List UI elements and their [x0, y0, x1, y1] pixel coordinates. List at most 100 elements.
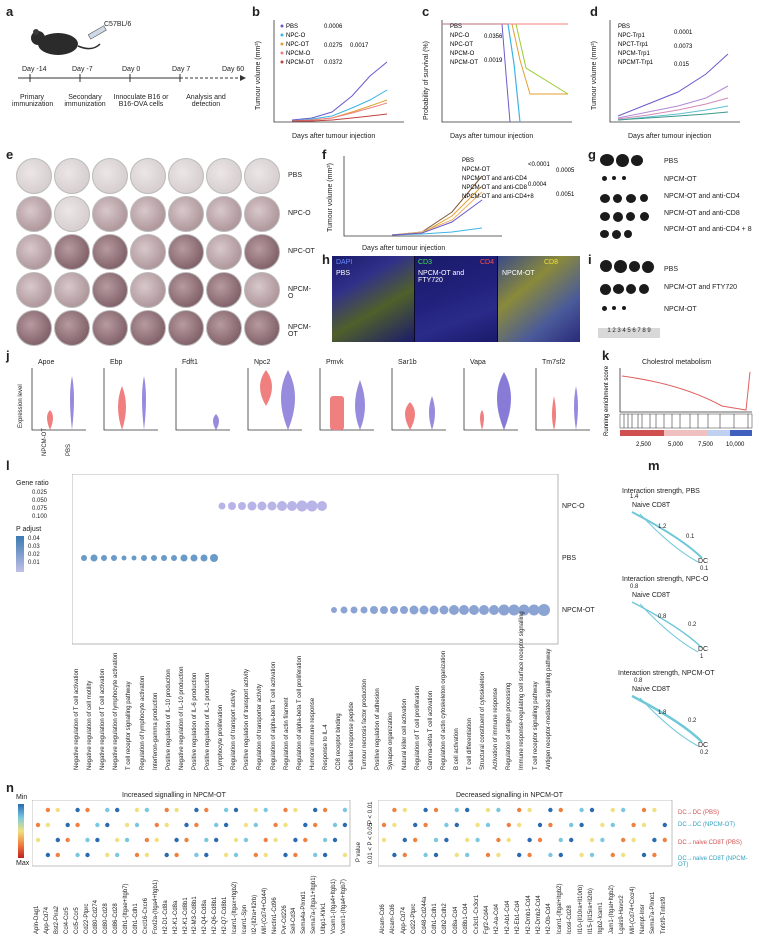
communication-dot: [517, 852, 522, 858]
axis-term-label: Fgf2-Cd44: [484, 905, 490, 934]
day-label: Day 60: [222, 66, 244, 73]
axis-term-label: T cell receptor signalling pathway: [532, 681, 539, 770]
axis-term-label: T cell differentiation: [467, 718, 473, 770]
communication-dot: [381, 837, 387, 843]
network-title: Interaction strength, NPC-O: [622, 576, 709, 583]
communication-dot: [214, 822, 219, 828]
communication-dot: [204, 807, 209, 813]
axis-term-label: Alcam-Cd6: [390, 904, 397, 934]
axis-term-label: Cd48-Cd244a: [421, 896, 428, 934]
p-value: 0.0017: [350, 43, 369, 49]
axis-term-label: Il2-(Il2ra+Il2rb): [251, 894, 258, 934]
row-label: NPCM-OT and FTY720: [664, 284, 738, 291]
violin-plot: Apoe: [31, 359, 86, 431]
image-label: NPCM-OT and FTY720: [418, 270, 465, 284]
row-label: NPCM-OT: [288, 324, 311, 338]
day-label: Day 7: [172, 66, 190, 73]
communication-dot: [652, 852, 657, 858]
axis-term-label: Regulation of alpha-beta T cell prolifer…: [296, 655, 303, 770]
day-label: Day -7: [72, 66, 93, 73]
communication-dot: [55, 852, 60, 858]
row-label: NPC-OT: [288, 248, 315, 255]
communication-dot: [579, 852, 584, 858]
row-label: PBS: [288, 172, 303, 179]
communication-dot: [548, 807, 553, 813]
legend-entry: NPCM-OT and anti-CD8: [462, 185, 528, 191]
axis-term-label: H2-Aa-Cd4: [494, 903, 501, 934]
communication-dot: [124, 837, 130, 843]
legend-entry: PBS: [462, 158, 474, 164]
row-label: NPCM-OT: [664, 306, 697, 313]
communication-dot: [233, 807, 239, 813]
axis-term-label: Cdh1-(Itgae+Itgb7): [123, 883, 130, 934]
pvalue-legend: P value: [356, 802, 364, 862]
communication-dot: [243, 822, 249, 828]
axis-term-label: Regulation of actin filament: [283, 697, 290, 770]
communication-dot: [641, 852, 647, 858]
panel-letter-d: d: [590, 4, 598, 19]
communication-dot: [433, 852, 439, 858]
axis-term-label: Sema7a-Plxnc1: [650, 891, 657, 934]
communication-dot: [392, 822, 397, 828]
axis-term-label: Interferon-gamma production: [152, 692, 159, 770]
communication-dot: [85, 837, 90, 843]
legend-value: 0.03: [28, 544, 40, 550]
axis-term-label: H2-Ab1-Cd4: [504, 900, 511, 934]
axis-term-label: Ccl5-Ccr5: [73, 907, 80, 934]
panel-f-chart: Tumour volume (mm³) Days after tumour in…: [327, 156, 575, 252]
axis-term-label: Synapse organization: [388, 712, 395, 770]
communication-dot: [641, 822, 647, 828]
y-axis-label: Running enrichment score: [604, 365, 610, 436]
edge-weight: 1.2: [658, 524, 667, 530]
axis-term-label: H2-Dmb1-Cd4: [525, 895, 532, 934]
axis-term-label: Alcam-Cd6: [380, 904, 386, 934]
communication-dot: [85, 852, 90, 858]
gene-name: Vapa: [470, 359, 486, 366]
communication-dot: [95, 837, 100, 843]
communication-dot: [454, 822, 459, 828]
communication-dot: [243, 837, 249, 843]
panel-letter-g: g: [588, 147, 596, 162]
communication-dot: [413, 822, 418, 828]
edge-weight: 0.1: [686, 534, 695, 540]
panel-letter-i: i: [588, 252, 592, 267]
communication-dot: [413, 837, 418, 843]
communication-dot: [184, 837, 189, 843]
axis-term-label: Regulation of transport activity: [231, 689, 238, 770]
axis-term-label: Sema4a-Plxnd1: [301, 891, 308, 934]
communication-dot: [652, 837, 657, 843]
group-label: NPCM-OT: [42, 428, 48, 456]
communication-dot: [569, 822, 574, 828]
axis-term-label: Positive regulation of transport activit…: [244, 668, 251, 770]
communication-dot: [332, 822, 338, 828]
communication-dot: [392, 807, 397, 813]
p-value: 0.0051: [556, 192, 575, 198]
axis-term-label: Cellular response peptide: [349, 701, 356, 770]
step-label: Primary immunization: [12, 94, 54, 108]
communication-dot: [283, 822, 288, 828]
y-axis-label: Tumour volume (mm³): [591, 41, 598, 110]
panel-letter-c: c: [422, 4, 430, 19]
communication-dot: [475, 837, 480, 843]
gene-name: Fdft1: [182, 359, 198, 366]
communication-dot: [537, 837, 543, 843]
axis-term-label: Cxcl16-Cxcr6: [142, 897, 149, 934]
x-axis-label: Days after tumour injection: [292, 133, 375, 140]
axis-term-label: Tnfsf9-Tnfrsf9: [660, 896, 667, 934]
communication-dot: [342, 807, 348, 813]
legend-entry: PBS: [286, 24, 298, 30]
axis-term-label: Activation of immune response: [493, 687, 500, 770]
legend-value: 0.01: [28, 560, 40, 566]
x-tick: 7,500: [698, 442, 714, 448]
day-label: Day 0: [122, 66, 140, 73]
communication-dot: [85, 807, 90, 813]
gene-name: Apoe: [38, 359, 54, 366]
communication-dot: [283, 852, 288, 858]
communication-dot: [558, 852, 563, 858]
legend-title: Gene ratio: [16, 480, 49, 487]
axis-term-label: H2-K1-Cd8b1: [182, 897, 189, 934]
communication-dot: [558, 837, 563, 843]
channel-label: CD3: [418, 259, 433, 266]
communication-dot: [154, 822, 159, 828]
image-label: PBS: [336, 270, 351, 277]
